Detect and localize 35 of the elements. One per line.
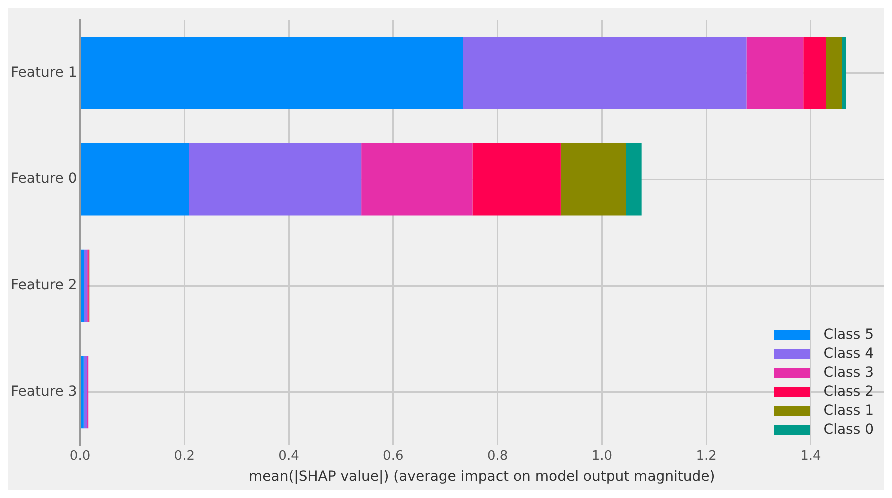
bar bbox=[804, 37, 826, 110]
bar bbox=[560, 143, 626, 216]
x-tick-label: 0.8 bbox=[487, 448, 508, 464]
bar bbox=[842, 37, 846, 110]
x-tick-label: 0.2 bbox=[174, 448, 195, 464]
legend-label: Class 4 bbox=[824, 346, 874, 362]
legend-label: Class 1 bbox=[824, 403, 874, 419]
bar bbox=[472, 143, 561, 216]
x-axis-title: mean(|SHAP value|) (average impact on model output magnitude) bbox=[249, 469, 716, 486]
x-tick-label: 1.4 bbox=[800, 448, 822, 464]
x-tick-label: 0.6 bbox=[383, 448, 404, 464]
bar bbox=[463, 37, 747, 110]
legend-label: Class 5 bbox=[824, 327, 874, 343]
legend-label: Class 3 bbox=[824, 365, 874, 381]
bar bbox=[189, 143, 362, 216]
x-tick-label: 1.0 bbox=[592, 448, 613, 464]
y-tick-label: Feature 1 bbox=[10, 64, 78, 81]
bar bbox=[362, 143, 473, 216]
bar bbox=[746, 37, 804, 110]
bar bbox=[84, 356, 88, 429]
bar bbox=[81, 250, 84, 322]
bar bbox=[81, 143, 190, 216]
bar bbox=[81, 37, 464, 110]
bar bbox=[826, 37, 842, 110]
x-tick-label: 1.2 bbox=[696, 448, 717, 464]
legend-label: Class 0 bbox=[824, 422, 874, 438]
bar bbox=[84, 250, 88, 322]
y-tick-label: Feature 3 bbox=[10, 384, 78, 400]
legend-label: Class 2 bbox=[824, 384, 874, 400]
bar bbox=[626, 143, 642, 216]
bar bbox=[81, 356, 84, 429]
x-tick-label: 0.4 bbox=[278, 448, 300, 464]
y-tick-label: Feature 2 bbox=[10, 278, 78, 294]
x-tick-label: 0.0 bbox=[70, 448, 91, 464]
y-tick-label: Feature 0 bbox=[10, 171, 78, 188]
